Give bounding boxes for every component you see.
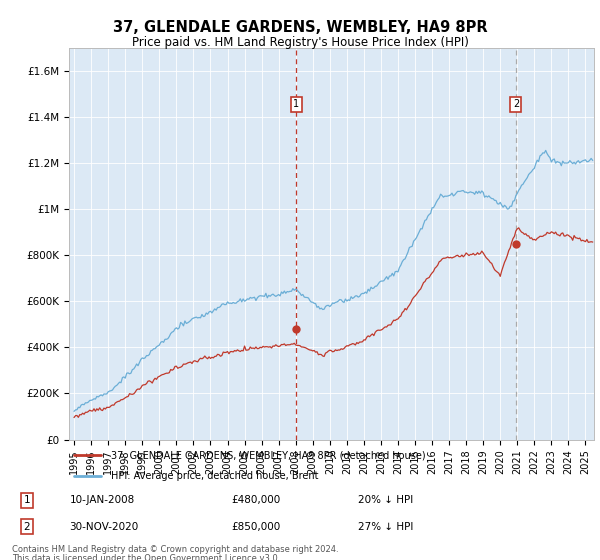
Text: 27% ↓ HPI: 27% ↓ HPI [358, 521, 413, 531]
Text: 20% ↓ HPI: 20% ↓ HPI [358, 496, 413, 506]
Text: 10-JAN-2008: 10-JAN-2008 [70, 496, 135, 506]
Text: 2: 2 [513, 100, 519, 109]
Text: HPI: Average price, detached house, Brent: HPI: Average price, detached house, Bren… [110, 470, 318, 480]
Text: 37, GLENDALE GARDENS, WEMBLEY, HA9 8PR: 37, GLENDALE GARDENS, WEMBLEY, HA9 8PR [113, 20, 487, 35]
Text: 1: 1 [293, 100, 299, 109]
Text: £480,000: £480,000 [231, 496, 280, 506]
Text: 2: 2 [23, 521, 30, 531]
Text: Price paid vs. HM Land Registry's House Price Index (HPI): Price paid vs. HM Land Registry's House … [131, 36, 469, 49]
Text: 1: 1 [23, 496, 30, 506]
Text: 30-NOV-2020: 30-NOV-2020 [70, 521, 139, 531]
Text: Contains HM Land Registry data © Crown copyright and database right 2024.: Contains HM Land Registry data © Crown c… [12, 545, 338, 554]
Text: This data is licensed under the Open Government Licence v3.0.: This data is licensed under the Open Gov… [12, 554, 280, 560]
Text: £850,000: £850,000 [231, 521, 280, 531]
Text: 37, GLENDALE GARDENS, WEMBLEY, HA9 8PR (detached house): 37, GLENDALE GARDENS, WEMBLEY, HA9 8PR (… [110, 450, 425, 460]
